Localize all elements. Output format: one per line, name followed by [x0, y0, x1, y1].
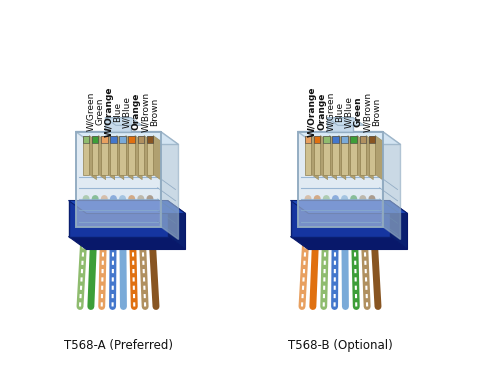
Polygon shape: [329, 136, 337, 180]
Bar: [332, 136, 339, 142]
Text: W/Orange: W/Orange: [308, 86, 317, 137]
Bar: [138, 136, 144, 142]
Bar: [323, 136, 329, 174]
Bar: [92, 136, 99, 174]
Polygon shape: [117, 136, 124, 180]
Bar: [341, 136, 348, 142]
Polygon shape: [298, 131, 383, 227]
Text: W/Blue: W/Blue: [123, 96, 131, 127]
Polygon shape: [383, 131, 400, 240]
Bar: [147, 136, 153, 174]
Polygon shape: [290, 200, 389, 237]
Bar: [341, 136, 348, 174]
Bar: [305, 136, 312, 174]
Polygon shape: [298, 131, 400, 144]
Polygon shape: [69, 200, 168, 237]
Polygon shape: [160, 131, 179, 240]
Polygon shape: [99, 136, 106, 180]
Polygon shape: [312, 136, 319, 180]
Text: T568-A (Preferred): T568-A (Preferred): [63, 339, 172, 353]
Bar: [128, 136, 135, 174]
Bar: [369, 136, 375, 174]
Bar: [101, 136, 108, 142]
Text: Green: Green: [354, 96, 363, 127]
Polygon shape: [321, 136, 327, 180]
Text: Orange: Orange: [317, 93, 326, 130]
Polygon shape: [105, 118, 142, 125]
Text: T568-B (Optional): T568-B (Optional): [287, 339, 392, 353]
Polygon shape: [389, 200, 408, 250]
Polygon shape: [357, 136, 364, 180]
Polygon shape: [290, 200, 408, 214]
Bar: [323, 136, 329, 142]
Text: W/Brown: W/Brown: [363, 91, 372, 132]
Bar: [101, 136, 108, 174]
Bar: [305, 136, 312, 142]
Polygon shape: [168, 200, 185, 250]
Polygon shape: [135, 136, 142, 180]
Bar: [110, 136, 117, 142]
Text: Brown: Brown: [372, 98, 381, 126]
Bar: [147, 136, 153, 142]
Bar: [350, 136, 357, 142]
Text: Blue: Blue: [335, 101, 344, 122]
Polygon shape: [75, 131, 179, 144]
Polygon shape: [339, 136, 346, 180]
Polygon shape: [144, 136, 151, 180]
Bar: [327, 118, 353, 131]
Bar: [128, 136, 135, 142]
Bar: [314, 136, 321, 142]
Text: W/Blue: W/Blue: [344, 96, 354, 127]
Bar: [83, 136, 89, 142]
Polygon shape: [89, 136, 97, 180]
Bar: [314, 136, 321, 174]
Polygon shape: [153, 136, 160, 180]
Bar: [83, 136, 89, 174]
Text: W/Orange: W/Orange: [104, 86, 114, 137]
Polygon shape: [348, 136, 355, 180]
Bar: [350, 136, 357, 174]
Polygon shape: [126, 136, 133, 180]
Text: Green: Green: [95, 98, 104, 125]
Text: Brown: Brown: [150, 98, 159, 126]
Polygon shape: [75, 131, 160, 227]
Bar: [119, 136, 126, 142]
Bar: [359, 136, 366, 174]
Text: Blue: Blue: [114, 101, 122, 122]
Polygon shape: [69, 200, 185, 214]
Text: W/Green: W/Green: [86, 92, 95, 131]
Bar: [332, 136, 339, 174]
Text: W/Green: W/Green: [327, 92, 335, 131]
Bar: [105, 118, 131, 131]
Polygon shape: [108, 136, 115, 180]
Bar: [359, 136, 366, 142]
Polygon shape: [366, 136, 373, 180]
Bar: [138, 136, 144, 174]
Text: Orange: Orange: [132, 93, 141, 130]
Polygon shape: [290, 237, 408, 250]
Polygon shape: [327, 118, 364, 125]
Bar: [369, 136, 375, 142]
Text: W/Brown: W/Brown: [141, 91, 150, 132]
Polygon shape: [69, 237, 185, 250]
Polygon shape: [375, 136, 383, 180]
Bar: [119, 136, 126, 174]
Bar: [110, 136, 117, 174]
Bar: [92, 136, 99, 142]
